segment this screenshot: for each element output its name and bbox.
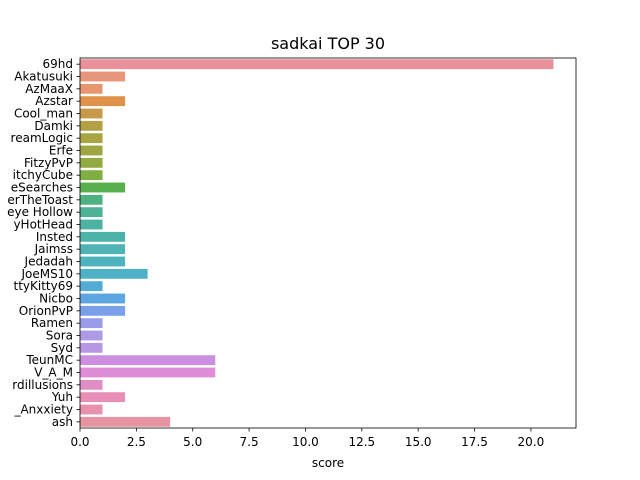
- bar-3: [80, 96, 126, 107]
- bar-19: [80, 293, 126, 304]
- y-tick-label: Syd: [51, 341, 73, 355]
- bars-group: [80, 59, 554, 427]
- bar-8: [80, 157, 103, 168]
- chart-title: sadkai TOP 30: [271, 34, 385, 53]
- bar-24: [80, 355, 216, 366]
- y-tick-label: yHotHead: [13, 218, 73, 232]
- x-tick-label: 17.5: [461, 435, 488, 449]
- x-tick-label: 5.0: [183, 435, 202, 449]
- bar-11: [80, 194, 103, 205]
- y-tick-label: 69hd: [43, 57, 74, 71]
- y-tick-label: Jedadah: [24, 255, 73, 269]
- y-tick-label: Jaimss: [34, 242, 73, 256]
- bar-9: [80, 170, 103, 181]
- y-tick-label: Sora: [46, 329, 73, 343]
- bar-29: [80, 416, 171, 427]
- x-tick-label: 7.5: [240, 435, 259, 449]
- bar-26: [80, 379, 103, 390]
- bar-6: [80, 133, 103, 144]
- bar-10: [80, 182, 126, 193]
- bar-4: [80, 108, 103, 119]
- bar-14: [80, 231, 126, 242]
- bar-12: [80, 207, 103, 218]
- plot-frame: [79, 57, 577, 429]
- bar-22: [80, 330, 103, 341]
- x-tick-label: 0.0: [70, 435, 89, 449]
- bar-18: [80, 281, 103, 292]
- y-tick-label: Yuh: [51, 390, 73, 404]
- y-tick-label: TeunMC: [25, 353, 73, 367]
- x-tick-label: 15.0: [405, 435, 432, 449]
- y-tick-label: AzMaaX: [25, 82, 73, 96]
- bar-17: [80, 268, 148, 279]
- bar-7: [80, 145, 103, 156]
- y-axis: 69hdAkatusukiAzMaaXAzstarCool_manDamkire…: [7, 57, 80, 429]
- y-tick-label: Ramen: [31, 316, 73, 330]
- x-axis: 0.0 2.5 5.0 7.5 10.0 12.5 15.0 17.5 20.0: [70, 428, 544, 449]
- x-tick-label: 2.5: [127, 435, 146, 449]
- y-tick-label: Erfe: [49, 144, 73, 158]
- x-tick-label: 20.0: [518, 435, 545, 449]
- bar-13: [80, 219, 103, 230]
- bar-27: [80, 392, 126, 403]
- y-tick-label: Nicbo: [39, 292, 73, 306]
- bar-0: [80, 59, 554, 70]
- bar-1: [80, 71, 126, 82]
- bar-20: [80, 305, 126, 316]
- bar-16: [80, 256, 126, 267]
- y-tick-label: Insted: [36, 230, 73, 244]
- x-tick-label: 10.0: [292, 435, 319, 449]
- y-tick-label: ash: [52, 415, 73, 429]
- y-tick-label: eye Hollow: [7, 205, 73, 219]
- y-tick-label: Akatusuki: [14, 70, 73, 84]
- bar-28: [80, 404, 103, 415]
- y-tick-label: Azstar: [35, 94, 73, 108]
- y-tick-label: reamLogic: [11, 131, 73, 145]
- bar-5: [80, 120, 103, 131]
- y-tick-label: itchyCube: [13, 168, 73, 182]
- bar-21: [80, 318, 103, 329]
- y-tick-label: V_A_M: [34, 366, 73, 380]
- bar-15: [80, 244, 126, 255]
- x-tick-label: 12.5: [348, 435, 375, 449]
- y-tick-label: FitzyPvP: [24, 156, 73, 170]
- y-tick-label: Damki: [34, 119, 73, 133]
- y-tick-label: JoeMS10: [20, 267, 73, 281]
- y-tick-label: Cool_man: [14, 107, 73, 121]
- y-tick-label: erTheToast: [7, 193, 73, 207]
- bar-25: [80, 367, 216, 378]
- bar-23: [80, 342, 103, 353]
- bar-2: [80, 83, 103, 94]
- y-tick-label: _Anxxiety: [13, 403, 73, 417]
- y-tick-label: eSearches: [11, 181, 73, 195]
- y-tick-label: ttyKitty69: [14, 279, 74, 293]
- x-axis-label: score: [312, 456, 344, 470]
- y-tick-label: OrionPvP: [19, 304, 73, 318]
- y-tick-label: rdillusions: [12, 378, 73, 392]
